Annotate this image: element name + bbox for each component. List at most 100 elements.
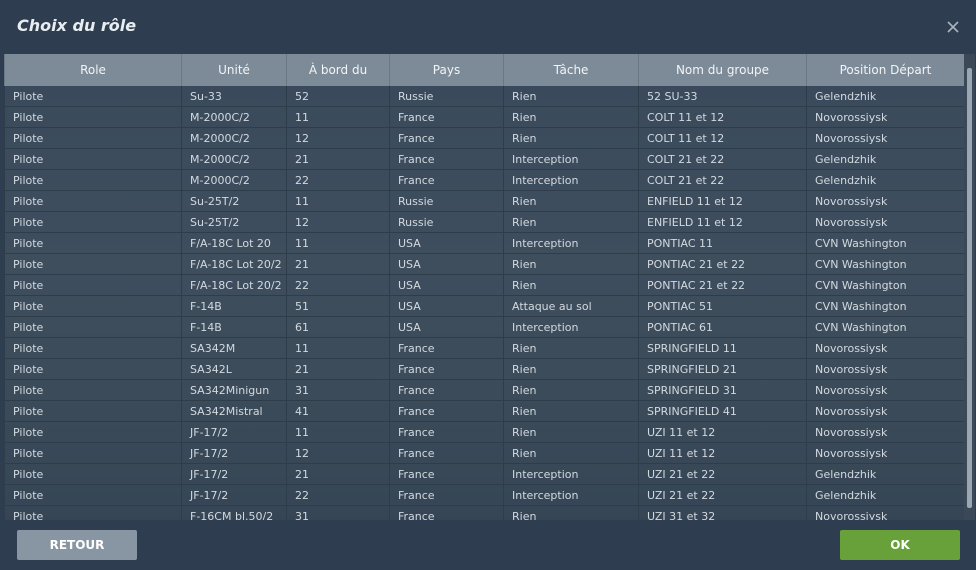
table-row[interactable]: Pilote JF-17/2 12 France Rien UZI 11 et 12 Nov… [4, 443, 964, 464]
table-cell: Gelendzhik [806, 86, 964, 106]
table-cell: Novorossiysk [806, 401, 964, 421]
table-row[interactable]: Pilote F-16CM bl.50/2 31 France Rien UZI 31 e… [4, 506, 964, 520]
table-cell: Novorossiysk [806, 506, 964, 520]
table-cell: JF-17/2 [181, 422, 286, 442]
table-row[interactable]: Pilote JF-17/2 22 France Interception UZI 21 … [4, 485, 964, 506]
table-cell: COLT 11 et 12 [638, 128, 806, 148]
table-row[interactable]: Pilote SA342L 21 France Rien SPRINGFIELD 21 No… [4, 359, 964, 380]
table-cell: France [389, 485, 503, 505]
table-cell: M-2000C/2 [181, 170, 286, 190]
table-row[interactable]: Pilote SA342M 11 France Rien SPRINGFIELD 11 No… [4, 338, 964, 359]
table-row[interactable]: Pilote M-2000C/2 21 France Interception COLT … [4, 149, 964, 170]
scroll-thumb[interactable] [967, 68, 972, 508]
column-header[interactable]: Position Départ [806, 54, 964, 86]
ok-button[interactable]: OK [840, 530, 960, 560]
table-cell: Rien [503, 359, 638, 379]
table-cell: Pilote [4, 401, 181, 421]
table-cell: France [389, 107, 503, 127]
table-cell: Rien [503, 422, 638, 442]
table-row[interactable]: Pilote F-14B 51 USA Attaque au sol PONTIAC 51… [4, 296, 964, 317]
table-cell: France [389, 149, 503, 169]
table-cell: Rien [503, 128, 638, 148]
table-cell: Novorossiysk [806, 380, 964, 400]
table-cell: UZI 21 et 22 [638, 464, 806, 484]
table-cell: COLT 11 et 12 [638, 107, 806, 127]
table-cell: Interception [503, 170, 638, 190]
table-row[interactable]: Pilote F/A-18C Lot 20/2 22 USA Rien PONTIAC 2… [4, 275, 964, 296]
table-cell: 11 [286, 191, 389, 211]
table-row[interactable]: Pilote M-2000C/2 22 France Interception COLT … [4, 170, 964, 191]
table-cell: CVN Washington [806, 233, 964, 253]
table-cell: Novorossiysk [806, 191, 964, 211]
table-row[interactable]: Pilote F/A-18C Lot 20/2 21 USA Rien PONTIAC 2… [4, 254, 964, 275]
column-header[interactable]: Unité [181, 54, 286, 86]
column-header[interactable]: Role [4, 54, 181, 86]
column-header[interactable]: Nom du groupe [638, 54, 806, 86]
table-cell: Pilote [4, 338, 181, 358]
table-cell: Pilote [4, 233, 181, 253]
table-row[interactable]: Pilote JF-17/2 21 France Interception UZI 21 … [4, 464, 964, 485]
table-cell: 12 [286, 128, 389, 148]
back-button[interactable]: RETOUR [17, 530, 137, 560]
dialog-title: Choix du rôle [17, 16, 137, 35]
table-cell: Interception [503, 149, 638, 169]
table-cell: UZI 21 et 22 [638, 485, 806, 505]
table-cell: Rien [503, 506, 638, 520]
table-row[interactable]: Pilote SA342Minigun 31 France Rien SPRINGFIEL… [4, 380, 964, 401]
table-cell: Novorossiysk [806, 107, 964, 127]
column-header[interactable]: Tâche [503, 54, 638, 86]
table-cell: 12 [286, 212, 389, 232]
table-row[interactable]: Pilote Su-33 52 Russie Rien 52 SU-33 Gelendzhi… [4, 86, 964, 107]
table-cell: Rien [503, 401, 638, 421]
table-cell: PONTIAC 21 et 22 [638, 275, 806, 295]
table-cell: 11 [286, 422, 389, 442]
table-cell: F/A-18C Lot 20/2 [181, 254, 286, 274]
table-row[interactable]: Pilote M-2000C/2 12 France Rien COLT 11 et 12… [4, 128, 964, 149]
table-row[interactable]: Pilote JF-17/2 11 France Rien UZI 11 et 12 Nov… [4, 422, 964, 443]
scrollbar[interactable] [964, 54, 975, 520]
table-cell: Pilote [4, 254, 181, 274]
table-cell: USA [389, 317, 503, 337]
table-cell: UZI 11 et 12 [638, 443, 806, 463]
table-cell: SPRINGFIELD 11 [638, 338, 806, 358]
table-row[interactable]: Pilote SA342Mistral 41 France Rien SPRINGFIEL… [4, 401, 964, 422]
table-cell: M-2000C/2 [181, 107, 286, 127]
table-cell: Rien [503, 212, 638, 232]
table-cell: Pilote [4, 191, 181, 211]
table-cell: Novorossiysk [806, 128, 964, 148]
table-cell: CVN Washington [806, 275, 964, 295]
table-row[interactable]: Pilote Su-25T/2 12 Russie Rien ENFIELD 11 et … [4, 212, 964, 233]
table-cell: France [389, 401, 503, 421]
table-row[interactable]: Pilote F/A-18C Lot 20 11 USA Interception PON… [4, 233, 964, 254]
table-cell: Pilote [4, 359, 181, 379]
table-cell: Interception [503, 464, 638, 484]
column-header[interactable]: Pays [389, 54, 503, 86]
table-cell: Pilote [4, 107, 181, 127]
table-cell: Pilote [4, 506, 181, 520]
table-cell: Rien [503, 443, 638, 463]
table-cell: Pilote [4, 212, 181, 232]
table-cell: Rien [503, 191, 638, 211]
table-cell: Rien [503, 275, 638, 295]
table-cell: Interception [503, 485, 638, 505]
table-cell: Rien [503, 254, 638, 274]
table-row[interactable]: Pilote Su-25T/2 11 Russie Rien ENFIELD 11 et … [4, 191, 964, 212]
table-cell: Su-25T/2 [181, 191, 286, 211]
table-cell: F-14B [181, 317, 286, 337]
table-cell: SA342M [181, 338, 286, 358]
table-cell: 21 [286, 359, 389, 379]
column-header[interactable]: À bord du [286, 54, 389, 86]
table-row[interactable]: Pilote M-2000C/2 11 France Rien COLT 11 et 12… [4, 107, 964, 128]
table-cell: UZI 31 et 32 [638, 506, 806, 520]
table-row[interactable]: Pilote F-14B 61 USA Interception PONTIAC 61 CV… [4, 317, 964, 338]
table-cell: France [389, 170, 503, 190]
table-cell: France [389, 464, 503, 484]
table-cell: Russie [389, 191, 503, 211]
table-cell: 12 [286, 443, 389, 463]
table-cell: USA [389, 233, 503, 253]
table-cell: Interception [503, 317, 638, 337]
table-cell: SPRINGFIELD 41 [638, 401, 806, 421]
close-button[interactable] [946, 20, 960, 34]
table-cell: F/A-18C Lot 20/2 [181, 275, 286, 295]
